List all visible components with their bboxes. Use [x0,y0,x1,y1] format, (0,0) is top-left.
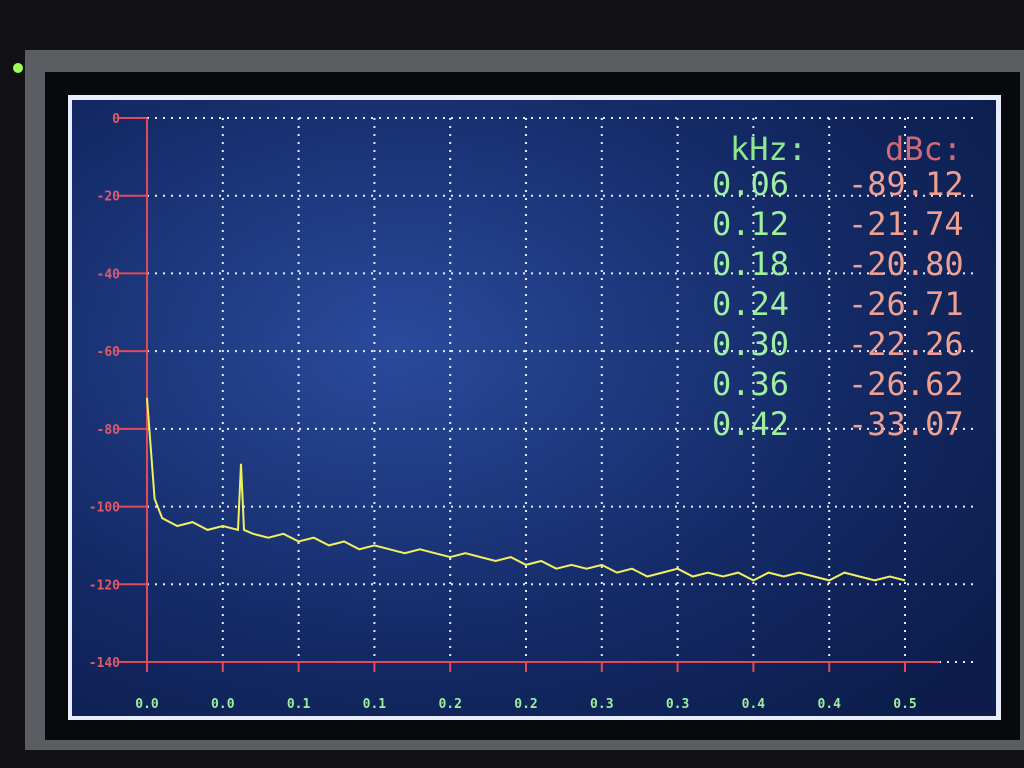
x-tick-label: 0.2 [438,697,461,712]
x-tick-label: 0.4 [742,697,766,712]
frequency-cell: 0.12 [712,205,789,243]
level-cell: -26.62 [848,365,964,403]
y-tick-label: -100 [89,501,120,516]
frequency-cell: 0.06 [712,165,789,203]
table-header: dBc: [885,130,962,168]
x-tick-label: 0.1 [287,697,311,712]
x-tick-label: 0.3 [590,697,613,712]
screen [72,100,996,716]
x-tick-label: 0.0 [211,697,235,712]
spectrum-line [146,397,906,582]
y-tick-label: -120 [89,578,120,593]
level-cell: -22.26 [848,325,964,363]
harmonics-table: kHz: dBc: 0.06 -89.12 0.12 -21.74 0.18 -20.80… [712,130,964,443]
level-cell: -20.80 [848,245,964,283]
y-tick-label: -20 [97,190,121,205]
table-header: kHz: [730,130,807,168]
level-cell: -26.71 [848,285,964,323]
led [13,63,23,73]
frequency-cell: 0.36 [712,365,789,403]
x-tick-label: 0.2 [514,697,537,712]
x-tick-label: 0.4 [817,697,841,712]
level-cell: -33.07 [848,405,964,443]
x-tick-label: 0.0 [135,697,159,712]
frequency-cell: 0.18 [712,245,789,283]
y-tick-label: -80 [97,423,121,438]
y-tick-label: -40 [97,267,121,282]
frequency-cell: 0.24 [712,285,789,323]
x-tick-label: 0.1 [363,697,387,712]
frequency-cell: 0.30 [712,325,789,363]
y-tick-label: 0 [112,112,120,127]
y-tick-label: -60 [97,345,121,360]
x-tick-label: 0.5 [893,697,916,712]
level-cell: -21.74 [848,205,964,243]
level-cell: -89.12 [848,165,964,203]
y-tick-label: -140 [89,656,120,671]
frequency-cell: 0.42 [712,405,789,443]
x-tick-label: 0.3 [666,697,689,712]
plot: 0 -20 -40 -60 -80 -100 -120 -140 0.0 0.0 0.1 0.1 0.2… [89,112,975,712]
